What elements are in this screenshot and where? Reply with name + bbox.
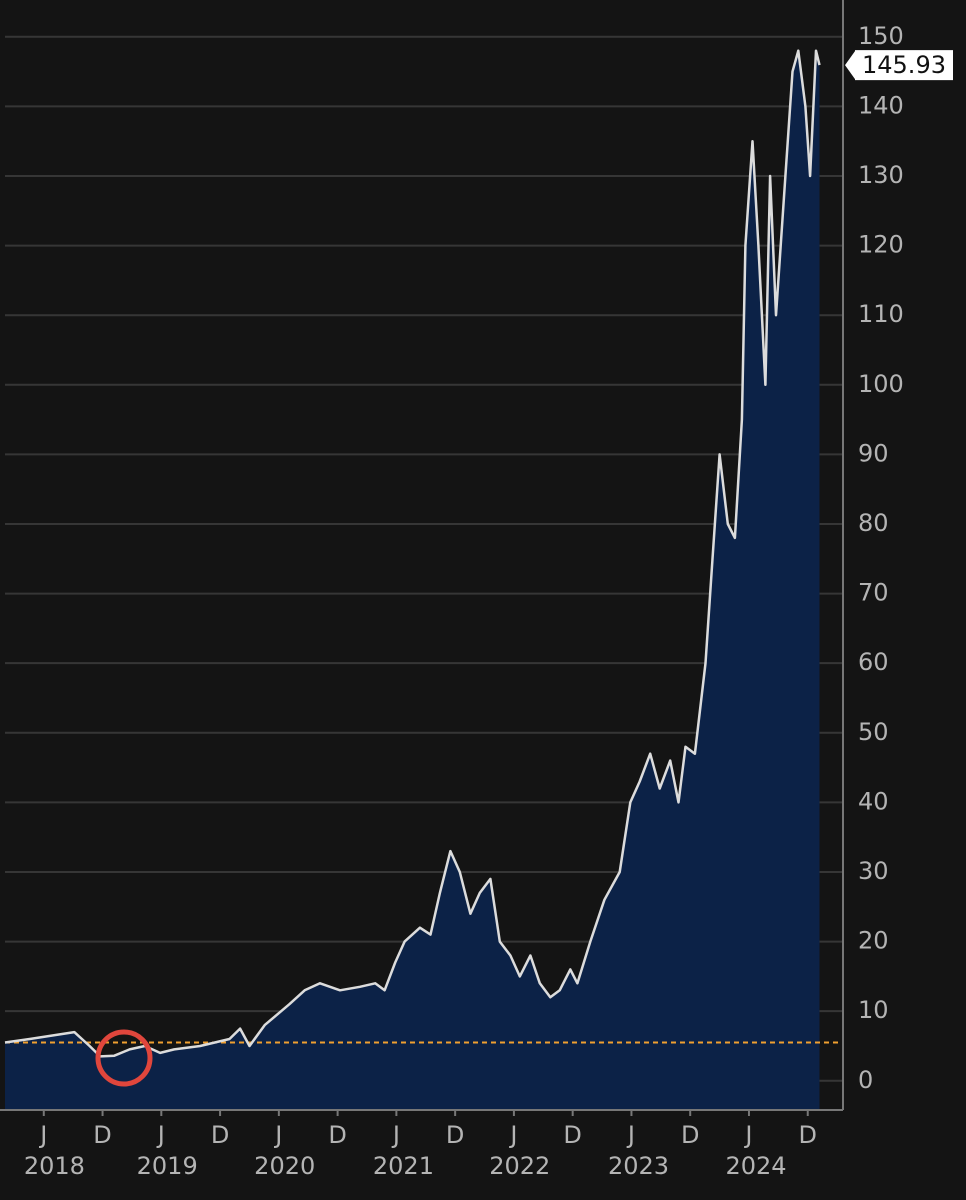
x-tick-label: D xyxy=(446,1121,464,1149)
x-tick-label: D xyxy=(563,1121,581,1149)
x-year-label: 2023 xyxy=(608,1152,669,1180)
y-tick-label: 80 xyxy=(858,509,889,537)
x-tick-label: J xyxy=(156,1121,165,1149)
x-tick-label: J xyxy=(38,1121,47,1149)
x-tick-label: D xyxy=(93,1121,111,1149)
price-line xyxy=(4,49,821,1058)
y-tick-label: 150 xyxy=(858,22,904,50)
x-tick-label: D xyxy=(681,1121,699,1149)
highlight-circle xyxy=(95,1029,153,1087)
x-tick-label: D xyxy=(211,1121,229,1149)
y-tick-label: 70 xyxy=(858,579,889,607)
y-tick-label: 110 xyxy=(858,300,904,328)
y-tick-label: 90 xyxy=(858,439,889,467)
area xyxy=(5,50,820,1111)
current-value-box xyxy=(845,50,953,81)
y-tick-label: 100 xyxy=(858,370,904,398)
y-tick-label: 120 xyxy=(858,231,904,259)
current-value-label: 145.93 xyxy=(862,51,946,79)
y-tick-label: 0 xyxy=(858,1066,873,1094)
x-year-label: 2022 xyxy=(489,1152,550,1180)
y-tick-label: 40 xyxy=(858,787,889,815)
y-tick-label: 60 xyxy=(858,648,889,676)
x-tick-label: D xyxy=(328,1121,346,1149)
x-year-label: 2019 xyxy=(137,1152,198,1180)
x-year-label: 2021 xyxy=(373,1152,434,1180)
y-tick-label: 20 xyxy=(858,927,889,955)
y-tick-label: 10 xyxy=(858,996,889,1024)
x-year-label: 2018 xyxy=(24,1152,85,1180)
x-tick-label: J xyxy=(391,1121,400,1149)
x-year-label: 2024 xyxy=(725,1152,786,1180)
y-tick-label: 140 xyxy=(858,91,904,119)
x-year-label: 2020 xyxy=(254,1152,315,1180)
x-tick-label: J xyxy=(626,1121,635,1149)
y-tick-label: 130 xyxy=(858,161,904,189)
x-tick-label: J xyxy=(273,1121,282,1149)
y-tick-label: 50 xyxy=(858,718,889,746)
y-tick-label: 30 xyxy=(858,857,889,885)
x-tick-label: J xyxy=(508,1121,517,1149)
x-tick-label: J xyxy=(743,1121,752,1149)
x-tick-label: D xyxy=(798,1121,816,1149)
